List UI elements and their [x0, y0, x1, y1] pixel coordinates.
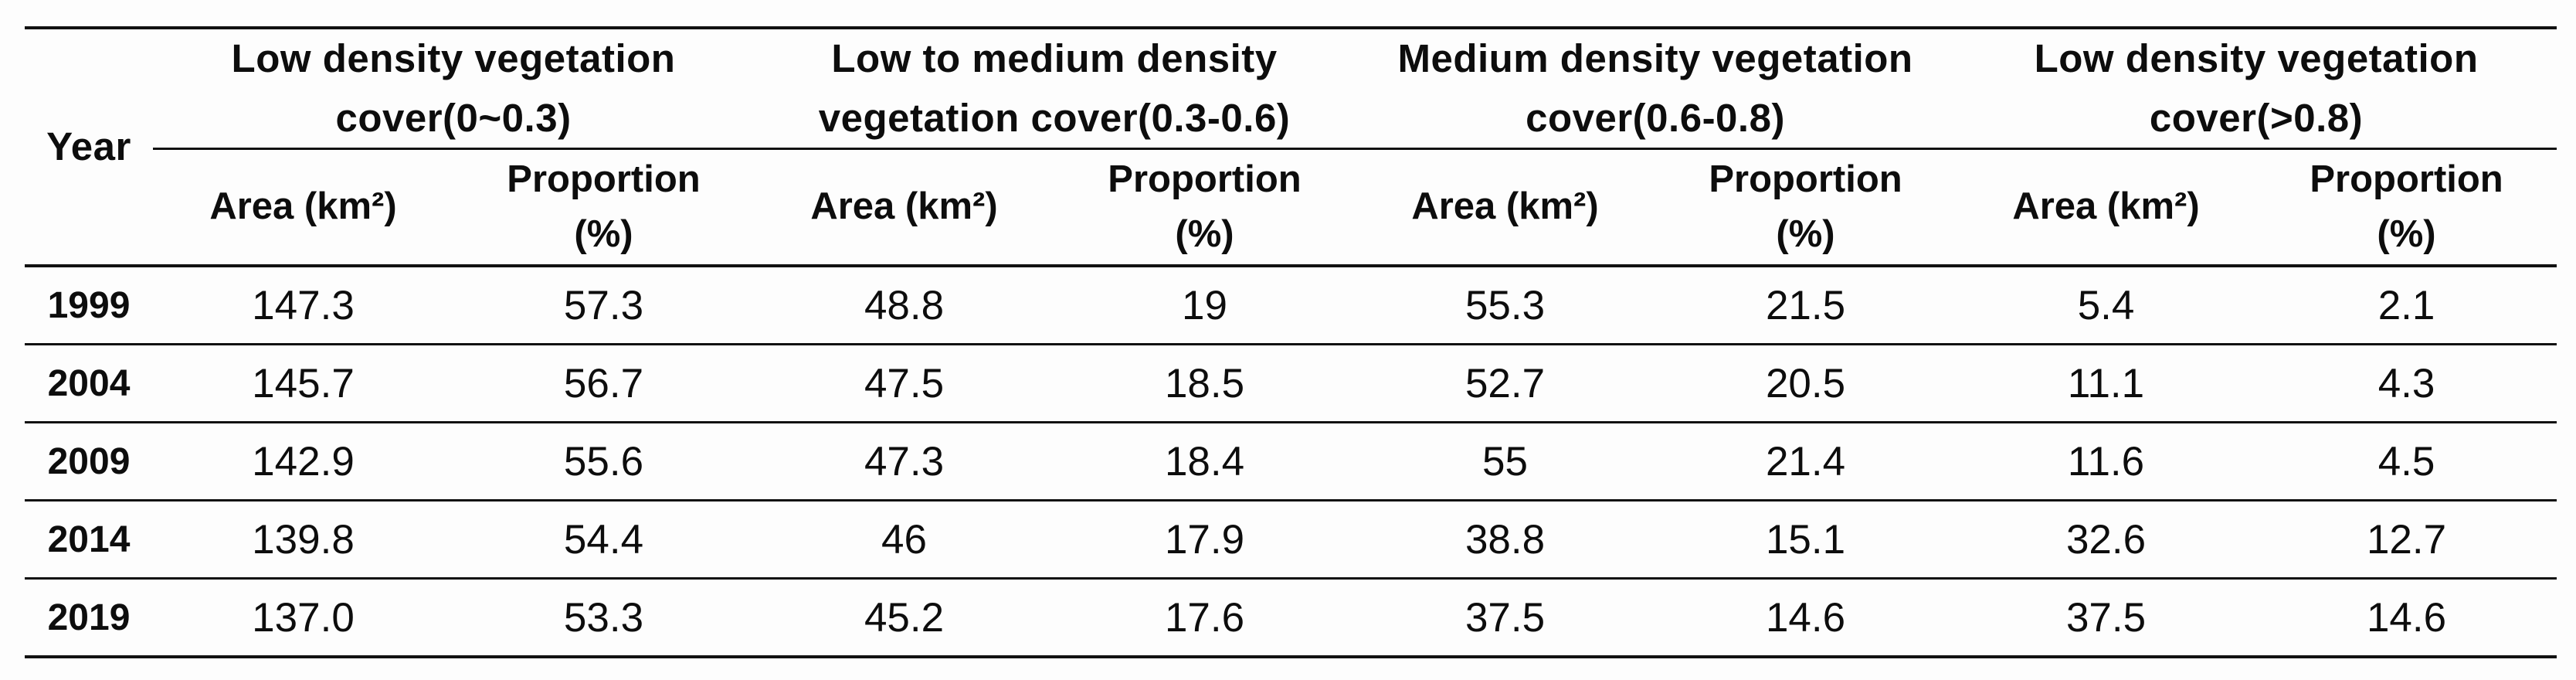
- vegetation-cover-table: Year Low density vegetation cover(0~0.3)…: [25, 26, 2557, 658]
- data-cell: 4.3: [2256, 344, 2557, 423]
- sub-header-area-1: Area (km²): [153, 148, 453, 267]
- year-cell: 2004: [25, 344, 153, 423]
- table-row-1999: 1999 147.3 57.3 48.8 19 55.3 21.5 5.4 2.…: [25, 266, 2557, 345]
- data-cell: 38.8: [1355, 500, 1656, 580]
- group-header-low-to-medium-density: Low to medium density vegetation cover(0…: [754, 28, 1356, 150]
- sub-header-area-4: Area (km²): [1956, 148, 2257, 267]
- data-cell: 145.7: [153, 344, 453, 423]
- data-cell: 12.7: [2256, 500, 2557, 580]
- data-cell: 47.3: [754, 422, 1055, 502]
- data-cell: 20.5: [1655, 344, 1957, 423]
- year-cell: 1999: [25, 266, 153, 345]
- data-cell: 14.6: [1655, 578, 1957, 658]
- data-cell: 21.4: [1655, 422, 1957, 502]
- sub-header-area-2: Area (km²): [754, 148, 1055, 267]
- group-header-row: Year Low density vegetation cover(0~0.3)…: [25, 28, 2557, 267]
- data-cell: 139.8: [153, 500, 453, 580]
- data-cell: 2.1: [2256, 266, 2557, 345]
- year-cell: 2019: [25, 578, 153, 658]
- year-cell: 2014: [25, 500, 153, 580]
- data-cell: 11.6: [1956, 422, 2257, 502]
- data-cell: 18.4: [1054, 422, 1356, 502]
- data-cell: 4.5: [2256, 422, 2557, 502]
- year-column-header: Year: [25, 28, 153, 267]
- data-cell: 18.5: [1054, 344, 1356, 423]
- data-cell: 55.6: [453, 422, 755, 502]
- data-cell: 37.5: [1355, 578, 1656, 658]
- data-cell: 46: [754, 500, 1055, 580]
- sub-header-area-3: Area (km²): [1355, 148, 1656, 267]
- year-cell: 2009: [25, 422, 153, 502]
- data-cell: 21.5: [1655, 266, 1957, 345]
- data-cell: 55.3: [1355, 266, 1656, 345]
- data-cell: 142.9: [153, 422, 453, 502]
- data-cell: 11.1: [1956, 344, 2257, 423]
- data-cell: 19: [1054, 266, 1356, 345]
- data-cell: 17.9: [1054, 500, 1356, 580]
- data-cell: 45.2: [754, 578, 1055, 658]
- table-row-2004: 2004 145.7 56.7 47.5 18.5 52.7 20.5 11.1…: [25, 344, 2557, 423]
- group-header-medium-density: Medium density vegetation cover(0.6-0.8): [1355, 28, 1957, 150]
- table-row-2009: 2009 142.9 55.6 47.3 18.4 55 21.4 11.6 4…: [25, 422, 2557, 502]
- sub-header-proportion-2: Proportion (%): [1054, 148, 1356, 267]
- data-cell: 14.6: [2256, 578, 2557, 658]
- sub-header-proportion-1: Proportion (%): [453, 148, 755, 267]
- data-cell: 55: [1355, 422, 1656, 502]
- data-cell: 37.5: [1956, 578, 2257, 658]
- sub-header-proportion-3: Proportion (%): [1655, 148, 1957, 267]
- data-cell: 57.3: [453, 266, 755, 345]
- data-cell: 52.7: [1355, 344, 1656, 423]
- sub-header-proportion-4: Proportion (%): [2256, 148, 2557, 267]
- data-cell: 147.3: [153, 266, 453, 345]
- group-header-low-density: Low density vegetation cover(0~0.3): [153, 28, 755, 150]
- data-cell: 54.4: [453, 500, 755, 580]
- data-cell: 47.5: [754, 344, 1055, 423]
- table-row-2019: 2019 137.0 53.3 45.2 17.6 37.5 14.6 37.5…: [25, 578, 2557, 658]
- sub-header-row: Area (km²) Proportion (%) Area (km²) Pro…: [25, 148, 2557, 267]
- table-row-2014: 2014 139.8 54.4 46 17.9 38.8 15.1 32.6 1…: [25, 500, 2557, 580]
- data-cell: 15.1: [1655, 500, 1957, 580]
- data-cell: 5.4: [1956, 266, 2257, 345]
- data-cell: 53.3: [453, 578, 755, 658]
- data-cell: 56.7: [453, 344, 755, 423]
- data-cell: 48.8: [754, 266, 1055, 345]
- data-cell: 17.6: [1054, 578, 1356, 658]
- group-header-high-cover: Low density vegetation cover(>0.8): [1956, 28, 2557, 150]
- data-cell: 32.6: [1956, 500, 2257, 580]
- data-cell: 137.0: [153, 578, 453, 658]
